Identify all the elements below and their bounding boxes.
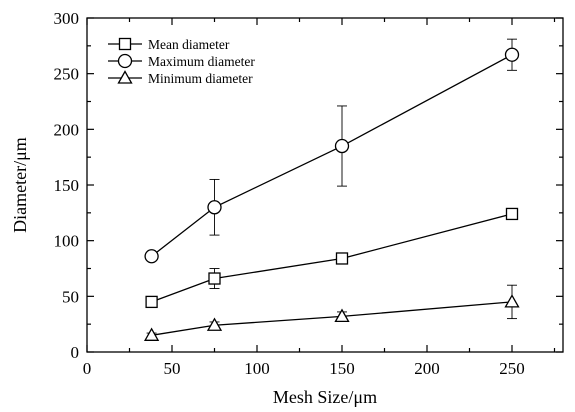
y-tick-label: 100 xyxy=(54,232,80,251)
y-tick-label: 150 xyxy=(54,176,80,195)
x-axis: 0 50 100 150 200 250 xyxy=(83,18,556,378)
x-axis-title: Mesh Size/μm xyxy=(273,387,377,407)
series-line-maximum-diameter xyxy=(151,54,513,257)
legend-label-mean-diameter: Mean diameter xyxy=(148,37,230,52)
series-maximum-diameter xyxy=(144,38,520,264)
data-point-maximum-diameter xyxy=(334,138,350,154)
y-tick-label: 50 xyxy=(62,287,79,306)
series-layer xyxy=(143,38,520,341)
legend-marker-maximum-diameter xyxy=(117,53,133,69)
legend-marker-minimum-diameter xyxy=(117,70,133,84)
y-tick-label: 0 xyxy=(71,343,80,362)
x-tick-label: 200 xyxy=(414,359,440,378)
y-axis: 0 50 100 150 200 250 300 xyxy=(54,9,563,362)
series-line-mean-diameter xyxy=(151,213,513,303)
legend-label-minimum-diameter: Minimum diameter xyxy=(148,71,253,86)
x-tick-label: 50 xyxy=(164,359,181,378)
y-tick-label: 200 xyxy=(54,120,80,139)
legend-marker-mean-diameter xyxy=(118,37,132,51)
data-point-minimum-diameter xyxy=(504,294,520,308)
data-point-minimum-diameter xyxy=(206,317,223,331)
y-tick-label: 300 xyxy=(54,9,80,28)
legend-label-maximum-diameter: Maximum diameter xyxy=(148,54,255,69)
data-point-minimum-diameter xyxy=(334,308,350,323)
data-point-maximum-diameter xyxy=(207,200,222,215)
x-tick-label: 150 xyxy=(329,359,355,378)
series-mean-diameter xyxy=(145,207,519,309)
data-point-minimum-diameter xyxy=(143,327,160,341)
y-tick-label: 250 xyxy=(54,65,80,84)
data-point-maximum-diameter xyxy=(144,249,159,264)
legend: Mean diameter Maximum diameter Minimum dia… xyxy=(108,37,255,86)
series-line-minimum-diameter xyxy=(151,301,513,336)
data-point-mean-diameter xyxy=(505,207,519,221)
x-tick-label: 0 xyxy=(83,359,92,378)
x-tick-label: 100 xyxy=(244,359,270,378)
data-point-mean-diameter xyxy=(335,252,349,265)
x-tick-label: 250 xyxy=(499,359,525,378)
data-point-mean-diameter xyxy=(208,272,221,285)
data-point-maximum-diameter xyxy=(504,47,520,62)
data-point-mean-diameter xyxy=(145,295,158,309)
series-minimum-diameter xyxy=(143,284,520,341)
y-axis-title: Diameter/μm xyxy=(10,137,30,233)
